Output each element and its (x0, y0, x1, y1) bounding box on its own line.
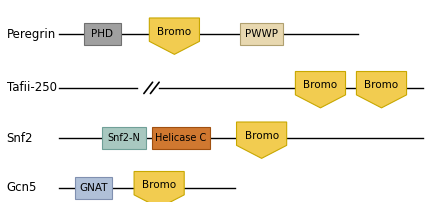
Text: Bromo: Bromo (303, 80, 337, 90)
Text: PHD: PHD (92, 29, 113, 39)
Polygon shape (357, 72, 406, 108)
FancyBboxPatch shape (240, 23, 283, 45)
Polygon shape (149, 18, 200, 54)
FancyBboxPatch shape (84, 23, 121, 45)
Text: GNAT: GNAT (79, 183, 108, 193)
Text: Helicase C: Helicase C (155, 133, 207, 143)
Polygon shape (296, 72, 345, 108)
Text: Tafii-250: Tafii-250 (7, 81, 57, 94)
FancyBboxPatch shape (75, 177, 112, 199)
FancyBboxPatch shape (102, 127, 146, 149)
FancyBboxPatch shape (152, 127, 210, 149)
Text: Bromo: Bromo (245, 131, 279, 141)
Text: Peregrin: Peregrin (7, 28, 56, 41)
Text: PWWP: PWWP (245, 29, 278, 39)
Text: Snf2: Snf2 (7, 132, 33, 145)
Text: Bromo: Bromo (142, 180, 176, 190)
Polygon shape (236, 122, 287, 158)
Text: Gcn5: Gcn5 (7, 181, 37, 194)
Text: Snf2-N: Snf2-N (108, 133, 141, 143)
Text: Bromo: Bromo (157, 27, 191, 37)
Polygon shape (134, 171, 184, 202)
Text: Bromo: Bromo (364, 80, 399, 90)
